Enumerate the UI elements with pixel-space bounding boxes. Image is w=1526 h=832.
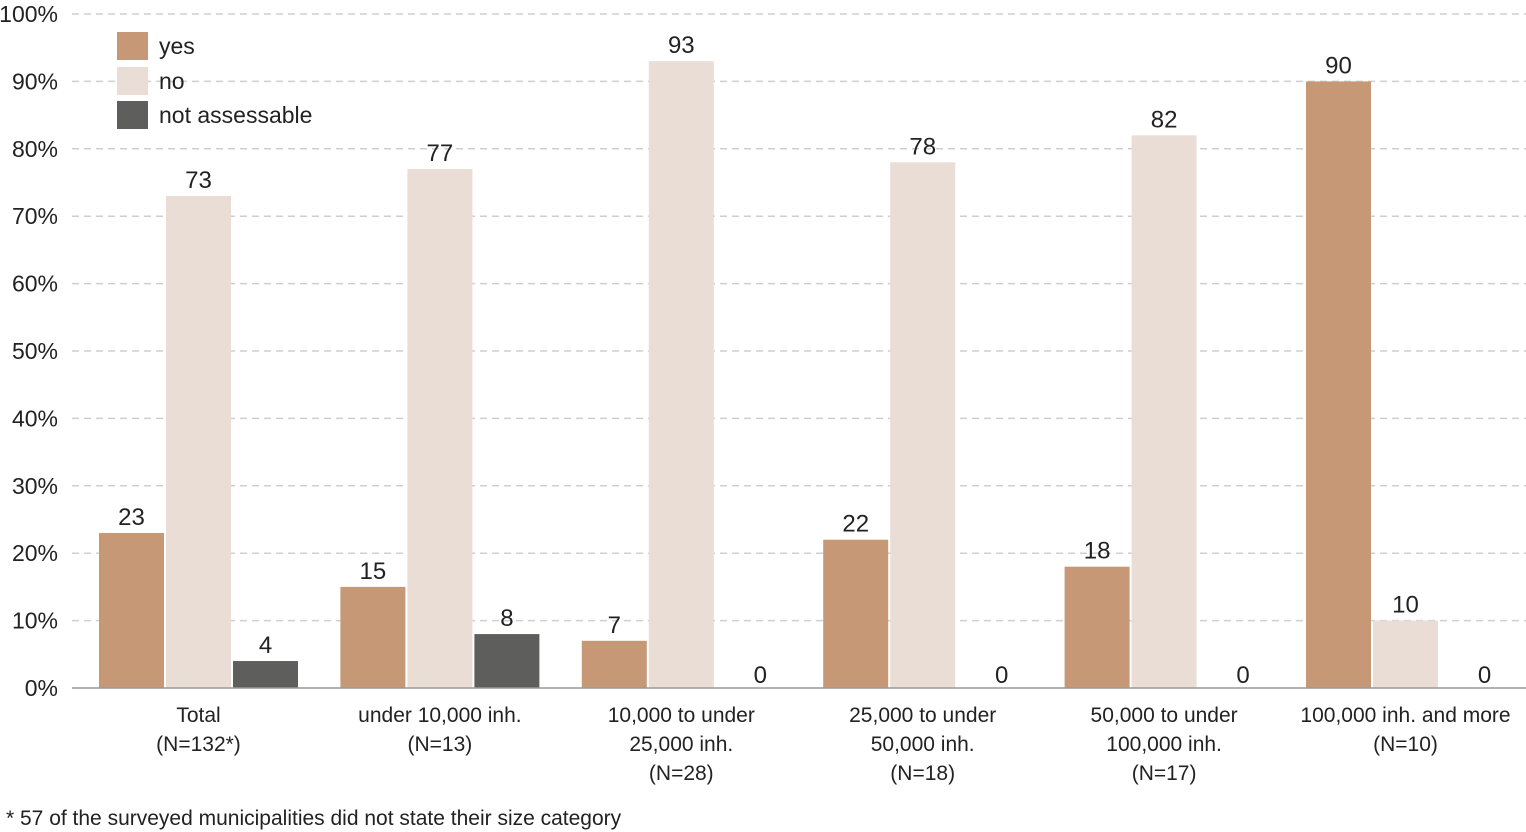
footnote: * 57 of the surveyed municipalities did … bbox=[6, 807, 622, 830]
bar-no bbox=[1373, 620, 1438, 688]
bar-value-label: 0 bbox=[1478, 662, 1491, 689]
bar-not-assessable bbox=[233, 661, 298, 688]
y-tick-label: 40% bbox=[12, 405, 58, 431]
category-label: 10,000 to under 25,000 inh. (N=28) bbox=[608, 704, 755, 785]
bar-value-label: 4 bbox=[259, 632, 272, 659]
bar-no bbox=[1131, 135, 1197, 688]
legend-swatch bbox=[117, 32, 148, 60]
bar-yes bbox=[340, 586, 406, 688]
bars bbox=[99, 61, 1438, 689]
y-tick-label: 80% bbox=[12, 136, 58, 162]
bar-value-label: 90 bbox=[1325, 52, 1352, 79]
y-tick-label: 30% bbox=[12, 473, 58, 499]
bar-value-label: 7 bbox=[608, 612, 621, 639]
category-label: Total (N=132*) bbox=[156, 704, 241, 756]
category-label-line: (N=17) bbox=[1132, 762, 1197, 785]
category-label-line: 25,000 to under bbox=[849, 704, 996, 727]
bar-value-labels: 23 73 4 15 77 8 7 93 0 22 78 0 18 82 0 90 10 0 bbox=[118, 32, 1491, 689]
bar-value-label: 0 bbox=[754, 662, 767, 689]
legend-swatch bbox=[117, 67, 148, 95]
bar-yes bbox=[99, 532, 164, 688]
bar-not-assessable bbox=[474, 634, 540, 688]
category-label-line: (N=18) bbox=[890, 762, 955, 785]
bar-value-label: 93 bbox=[668, 32, 695, 59]
category-label: under 10,000 inh. (N=13) bbox=[358, 704, 521, 756]
category-label: 25,000 to under 50,000 inh. (N=18) bbox=[849, 704, 996, 785]
legend-label: yes bbox=[159, 33, 195, 59]
legend-label: no bbox=[159, 68, 185, 94]
bar-no bbox=[166, 195, 231, 689]
bar-value-label: 8 bbox=[500, 605, 513, 632]
category-label-line: 50,000 inh. bbox=[871, 733, 975, 756]
y-tick-label: 90% bbox=[12, 68, 58, 94]
bar-yes bbox=[823, 539, 889, 688]
category-label-line: (N=28) bbox=[649, 762, 714, 785]
bar-value-label: 18 bbox=[1084, 538, 1111, 565]
category-label-line: Total bbox=[176, 704, 220, 727]
bar-value-label: 22 bbox=[842, 511, 869, 538]
legend-swatch bbox=[117, 101, 148, 129]
bar-value-label: 82 bbox=[1151, 106, 1178, 133]
category-label-line: 10,000 to under bbox=[608, 704, 755, 727]
category-label-line: 100,000 inh. and more bbox=[1300, 704, 1510, 727]
bar-value-label: 23 bbox=[118, 504, 145, 531]
y-tick-label: 70% bbox=[12, 203, 58, 229]
bar-no bbox=[648, 61, 714, 689]
category-labels: Total (N=132*) under 10,000 inh. (N=13) 10,0… bbox=[156, 704, 1510, 785]
bar-no bbox=[407, 169, 473, 688]
gridlines bbox=[72, 13, 1526, 622]
category-label-line: under 10,000 inh. bbox=[358, 704, 521, 727]
category-label-line: 50,000 to under bbox=[1091, 704, 1238, 727]
bar-no bbox=[890, 162, 956, 688]
bar-value-label: 77 bbox=[427, 140, 454, 167]
bar-value-label: 73 bbox=[185, 167, 212, 194]
category-label-line: 25,000 inh. bbox=[629, 733, 733, 756]
category-label-line: (N=13) bbox=[408, 733, 473, 756]
category-label-line: (N=132*) bbox=[156, 733, 241, 756]
bar-yes bbox=[581, 640, 647, 688]
y-tick-label: 10% bbox=[12, 608, 58, 634]
y-tick-label: 100% bbox=[0, 1, 58, 27]
category-label-line: 100,000 inh. bbox=[1106, 733, 1222, 756]
bar-value-label: 15 bbox=[360, 558, 387, 585]
bar-value-label: 10 bbox=[1392, 592, 1419, 619]
legend: yes no not assessable bbox=[117, 32, 312, 129]
bar-value-label: 0 bbox=[1236, 662, 1249, 689]
bar-value-label: 78 bbox=[909, 133, 936, 160]
bar-yes bbox=[1064, 566, 1130, 688]
bar-yes bbox=[1306, 81, 1371, 688]
category-label: 50,000 to under 100,000 inh. (N=17) bbox=[1091, 704, 1238, 785]
category-label-line: (N=10) bbox=[1373, 733, 1438, 756]
legend-label: not assessable bbox=[159, 102, 312, 128]
y-tick-label: 0% bbox=[25, 675, 58, 701]
category-label: 100,000 inh. and more (N=10) bbox=[1300, 704, 1510, 756]
y-tick-label: 50% bbox=[12, 338, 58, 364]
y-tick-label: 60% bbox=[12, 271, 58, 297]
y-tick-label: 20% bbox=[12, 540, 58, 566]
bar-value-label: 0 bbox=[995, 662, 1008, 689]
y-axis-tick-labels: 0% 10% 20% 30% 40% 50% 60% 70% 80% 90% 100% bbox=[0, 1, 58, 701]
